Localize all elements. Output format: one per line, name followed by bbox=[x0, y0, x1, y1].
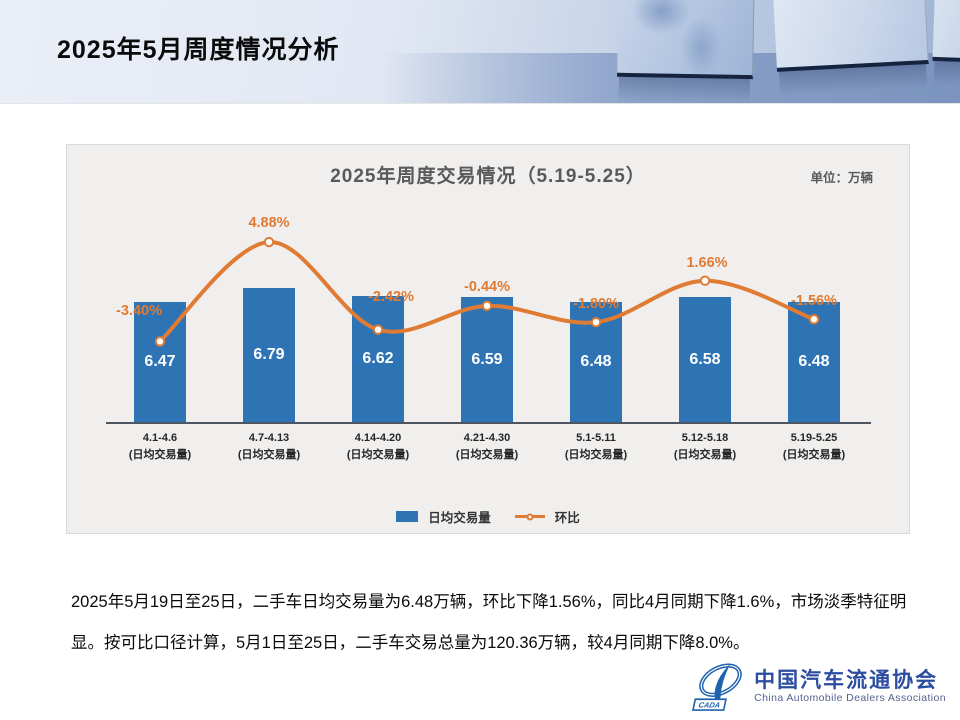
slide-title: 2025年5月周度情况分析 bbox=[57, 36, 340, 64]
bar-value-label: 6.48 bbox=[798, 353, 830, 370]
globe-cube-icon bbox=[771, 0, 929, 72]
x-axis-tick: 5.19-5.25 (日均交易量) bbox=[760, 430, 868, 464]
x-axis-label: 5.1-5.11 bbox=[576, 432, 616, 444]
x-axis-tick: 4.7-4.13 (日均交易量) bbox=[215, 430, 323, 464]
cada-logo: CADA 中国汽车流通协会 China Automobile Dealers A… bbox=[689, 658, 946, 714]
x-axis-sublabel: (日均交易量) bbox=[673, 449, 737, 461]
x-axis-label: 5.12-5.18 bbox=[681, 432, 729, 444]
x-axis-label: 4.21-4.30 bbox=[463, 432, 511, 444]
pct-change-label: -3.40% bbox=[116, 303, 162, 319]
bar-value-label: 6.59 bbox=[471, 351, 503, 368]
logo-text: 中国汽车流通协会 China Automobile Dealers Associ… bbox=[754, 668, 946, 704]
bar-value-label: 6.58 bbox=[689, 351, 721, 368]
bar-value-label: 6.62 bbox=[362, 350, 394, 367]
bar-value-label: 6.48 bbox=[580, 353, 612, 370]
pct-change-label: -0.44% bbox=[464, 279, 510, 295]
x-axis-sublabel: (日均交易量) bbox=[782, 449, 846, 461]
pct-change-label: 4.88% bbox=[248, 215, 290, 231]
x-axis-sublabel: (日均交易量) bbox=[564, 449, 628, 461]
x-axis-tick: 4.1-4.6 (日均交易量) bbox=[106, 430, 214, 464]
pct-change-label: -2.42% bbox=[368, 289, 414, 305]
x-axis-sublabel: (日均交易量) bbox=[128, 449, 192, 461]
pct-change-label: -1.56% bbox=[791, 293, 837, 309]
x-axis-sublabel: (日均交易量) bbox=[237, 449, 301, 461]
slide-header: 2025年5月周度情况分析 bbox=[0, 0, 960, 103]
x-axis-sublabel: (日均交易量) bbox=[455, 449, 519, 461]
legend-line-label: 环比 bbox=[554, 511, 580, 525]
x-axis-label: 4.7-4.13 bbox=[248, 432, 290, 444]
pct-change-label: 1.66% bbox=[686, 255, 728, 271]
line-marker-icon bbox=[263, 236, 275, 248]
chart-panel: 2025年周度交易情况（5.19-5.25） 单位：万辆 6.47 4.1-4.6… bbox=[66, 144, 910, 534]
pct-change-label: -1.80% bbox=[573, 296, 619, 312]
globe-cube-icon bbox=[932, 0, 960, 64]
chart-legend: 日均交易量 环比 bbox=[67, 507, 909, 526]
logo-name-cn: 中国汽车流通协会 bbox=[754, 668, 939, 692]
x-axis-tick: 4.21-4.30 (日均交易量) bbox=[433, 430, 541, 464]
x-axis-tick: 4.14-4.20 (日均交易量) bbox=[324, 430, 432, 464]
legend-bar-label: 日均交易量 bbox=[428, 511, 491, 525]
x-axis-label: 4.14-4.20 bbox=[354, 432, 402, 444]
line-marker-icon bbox=[699, 275, 711, 286]
legend-bar-swatch-icon bbox=[396, 511, 419, 522]
chart-title: 2025年周度交易情况（5.19-5.25） bbox=[330, 166, 646, 187]
chart-unit-label: 单位：万辆 bbox=[810, 171, 873, 185]
legend-line-marker-icon bbox=[526, 513, 534, 520]
x-axis-tick: 5.1-5.11 (日均交易量) bbox=[542, 430, 650, 464]
bar-value-label: 6.47 bbox=[144, 353, 176, 370]
logo-name-en: China Automobile Dealers Association bbox=[754, 692, 946, 704]
x-axis-line bbox=[106, 422, 871, 424]
x-axis-tick: 5.12-5.18 (日均交易量) bbox=[651, 430, 759, 464]
globe-cube-icon bbox=[617, 0, 755, 80]
plot-area: 6.47 4.1-4.6 (日均交易量) 6.79 4.7-4.13 (日均交易量) 6.6… bbox=[67, 145, 911, 535]
bar-value-label: 6.79 bbox=[253, 346, 285, 363]
svg-text:CADA: CADA bbox=[698, 701, 721, 710]
summary-text: 2025年5月19日至25日，二手车日均交易量为6.48万辆，环比下降1.56%… bbox=[71, 593, 907, 652]
x-axis-sublabel: (日均交易量) bbox=[346, 449, 410, 461]
x-axis-label: 5.19-5.25 bbox=[790, 432, 838, 444]
x-axis-label: 4.1-4.6 bbox=[142, 432, 178, 444]
cada-emblem-icon: CADA bbox=[692, 663, 742, 711]
legend-line-swatch-icon bbox=[514, 513, 545, 520]
